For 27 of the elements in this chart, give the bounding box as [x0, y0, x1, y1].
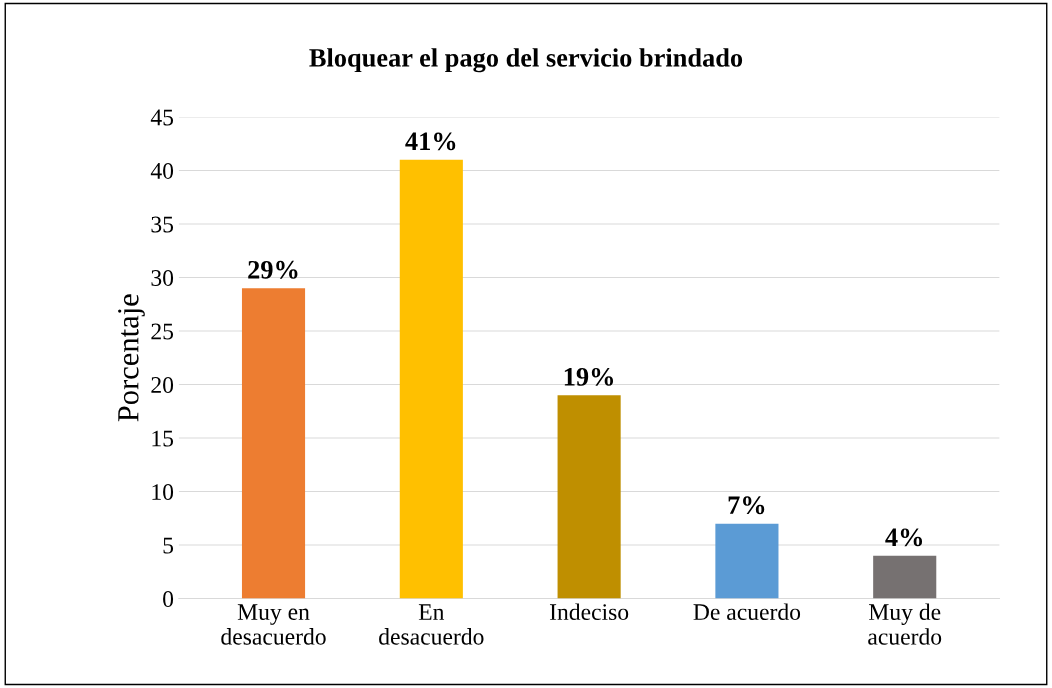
x-tick-label: En desacuerdo [379, 604, 484, 645]
bar [399, 159, 463, 599]
x-tick-label: Muy en desacuerdo [221, 604, 326, 645]
x-tick-label: De acuerdo [693, 603, 801, 621]
y-tick-label: 25 [151, 323, 174, 340]
data-label: 29% [248, 260, 298, 279]
y-tick-label: 30 [151, 269, 174, 286]
data-label: 4% [885, 528, 923, 547]
y-tick-label: 20 [151, 377, 174, 393]
data-label: 41% [405, 132, 456, 151]
bar [715, 523, 779, 599]
y-tick-label: 10 [152, 484, 174, 500]
y-tick-label: 0 [163, 591, 174, 607]
bar [241, 288, 306, 599]
bar [873, 555, 937, 599]
data-label: 7% [728, 496, 765, 515]
y-tick-label: 5 [163, 537, 174, 554]
y-tick-label: 15 [152, 430, 174, 447]
chart-title: Bloquear el pago del servicio brindado [309, 48, 743, 73]
y-tick-label: 45 [150, 109, 174, 126]
data-label: 19% [564, 367, 614, 386]
y-tick-label: 35 [151, 216, 174, 233]
x-tick-label: Indeciso [549, 603, 629, 621]
y-tick-label: 40 [150, 162, 174, 179]
x-tick-label: Muy de acuerdo [868, 603, 942, 645]
y-axis-title: Porcentaje [118, 294, 145, 422]
bar [557, 395, 621, 599]
